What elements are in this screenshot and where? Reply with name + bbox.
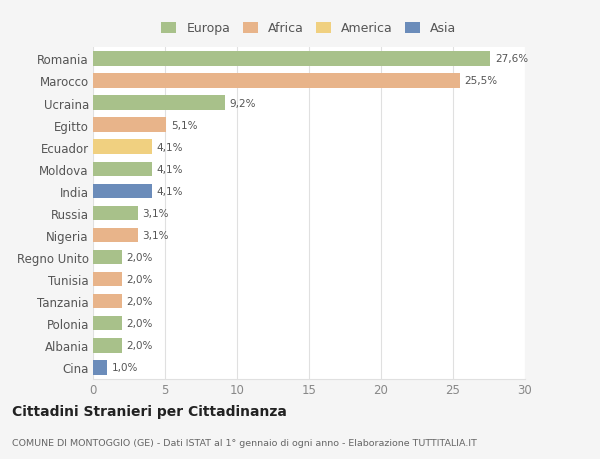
Bar xyxy=(93,162,152,177)
Text: 4,1%: 4,1% xyxy=(157,142,183,152)
Text: 2,0%: 2,0% xyxy=(126,341,152,351)
Text: 27,6%: 27,6% xyxy=(495,54,528,64)
Bar xyxy=(93,52,490,67)
Bar xyxy=(93,338,122,353)
Text: 1,0%: 1,0% xyxy=(112,363,138,373)
Text: 2,0%: 2,0% xyxy=(126,319,152,329)
Text: 2,0%: 2,0% xyxy=(126,297,152,307)
Text: 2,0%: 2,0% xyxy=(126,274,152,285)
Bar xyxy=(93,118,166,133)
Bar xyxy=(93,184,152,199)
Text: 2,0%: 2,0% xyxy=(126,252,152,263)
Text: 3,1%: 3,1% xyxy=(142,230,169,241)
Text: Cittadini Stranieri per Cittadinanza: Cittadini Stranieri per Cittadinanza xyxy=(12,404,287,419)
Text: 4,1%: 4,1% xyxy=(157,186,183,196)
Bar xyxy=(93,250,122,265)
Bar xyxy=(93,140,152,155)
Bar xyxy=(93,360,107,375)
Text: COMUNE DI MONTOGGIO (GE) - Dati ISTAT al 1° gennaio di ogni anno - Elaborazione : COMUNE DI MONTOGGIO (GE) - Dati ISTAT al… xyxy=(12,438,477,447)
Legend: Europa, Africa, America, Asia: Europa, Africa, America, Asia xyxy=(161,22,457,35)
Bar xyxy=(93,96,226,111)
Text: 3,1%: 3,1% xyxy=(142,208,169,218)
Bar xyxy=(93,294,122,309)
Text: 9,2%: 9,2% xyxy=(230,98,256,108)
Bar xyxy=(93,228,137,243)
Bar xyxy=(93,316,122,331)
Bar xyxy=(93,272,122,287)
Text: 25,5%: 25,5% xyxy=(464,76,497,86)
Bar xyxy=(93,74,460,89)
Text: 5,1%: 5,1% xyxy=(171,120,197,130)
Text: 4,1%: 4,1% xyxy=(157,164,183,174)
Bar xyxy=(93,206,137,221)
